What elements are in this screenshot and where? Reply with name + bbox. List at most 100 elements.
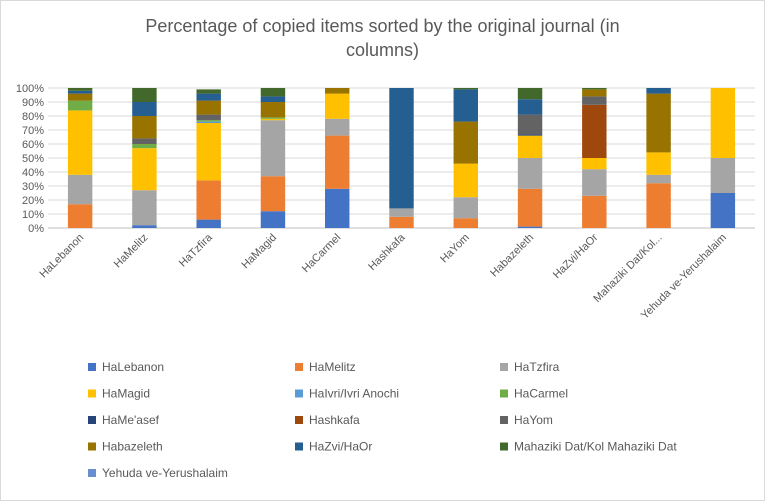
bar-segment — [582, 158, 607, 170]
bar-segment — [132, 116, 157, 139]
bar-segment — [132, 148, 157, 191]
bar-segment — [389, 208, 414, 217]
y-tick-label: 50% — [22, 153, 44, 165]
bar-segment — [453, 218, 478, 228]
y-tick-label: 90% — [22, 97, 44, 109]
legend-swatch — [500, 442, 508, 451]
y-tick-label: 20% — [22, 195, 44, 207]
x-tick-label: HaLebanon — [38, 232, 87, 281]
y-tick-label: 30% — [22, 181, 44, 193]
x-tick-label: HaZvi/HaOr — [551, 231, 601, 281]
legend-label: HaMe'asef — [102, 413, 160, 427]
bar-segment — [67, 93, 93, 101]
bar-segment — [582, 169, 607, 196]
bar-segment — [260, 88, 286, 97]
bar-segment — [67, 110, 93, 175]
chart-title-line-1: Percentage of copied items sorted by the… — [145, 16, 620, 36]
bar-segment — [582, 89, 607, 97]
bar-segment — [260, 102, 286, 118]
legend-label: HaZvi/HaOr — [309, 440, 372, 454]
legend-label: HaYom — [514, 413, 553, 427]
legend-swatch — [500, 363, 508, 371]
bar-segment — [582, 104, 607, 158]
bar-segment — [132, 144, 157, 149]
bar-segment — [517, 226, 543, 228]
x-tick-label: Mahaziki Dat/Kol... — [591, 232, 664, 305]
bar-segment — [196, 114, 221, 121]
legend-label: Hashkafa — [309, 413, 360, 427]
bar-segment — [646, 174, 671, 184]
legend-swatch — [88, 363, 96, 371]
legend-label: HaTzfira — [514, 360, 560, 374]
x-tick-label: HaMelitz — [112, 232, 151, 271]
bar-segment — [67, 204, 93, 228]
bar-segment — [325, 135, 350, 189]
bar-segment — [453, 197, 478, 219]
bar-segment — [517, 114, 543, 135]
y-tick-label: 80% — [22, 111, 44, 123]
bar-segment — [196, 120, 221, 122]
legend-swatch — [295, 363, 303, 371]
bar-segment — [67, 100, 93, 111]
legend-swatch — [88, 389, 96, 398]
bar-segment — [453, 89, 478, 122]
legend-label: Yehuda ve-Yerushalaim — [102, 466, 228, 480]
bar-segment — [260, 96, 286, 102]
legend-label: HaMelitz — [309, 360, 356, 374]
bar-segment — [132, 88, 157, 102]
bar-segment — [196, 89, 221, 94]
bar-segment — [67, 88, 93, 91]
chart-title-line-2: columns) — [345, 40, 420, 60]
bar-segment — [582, 195, 607, 228]
bar-segment — [260, 211, 286, 228]
bar-segment — [646, 88, 671, 94]
bar-segment — [646, 183, 671, 228]
bar-segment — [132, 225, 157, 228]
bar-segment — [582, 96, 607, 105]
bar-segment — [260, 120, 286, 177]
y-tick-label: 60% — [22, 139, 44, 151]
y-tick-label: 0% — [28, 223, 44, 235]
bar-segment — [710, 193, 736, 228]
bar-segment — [196, 180, 221, 220]
bar-segment — [517, 188, 543, 227]
bar-segment — [260, 118, 286, 121]
x-tick-label: HaMagid — [239, 232, 279, 272]
legend-label: Mahaziki Dat/Kol Mahaziki Dat — [514, 440, 677, 454]
bar-segment — [646, 93, 671, 153]
x-tick-label: HaCarmel — [300, 232, 343, 275]
bar-segment — [517, 88, 543, 100]
bar-segment — [132, 138, 157, 144]
bar-segment — [196, 93, 221, 101]
bar-segment — [453, 121, 478, 164]
legend-swatch — [88, 442, 96, 451]
bar-segment — [260, 176, 286, 212]
bar-segment — [196, 123, 221, 181]
legend-swatch — [295, 442, 303, 451]
bar-segment — [582, 88, 607, 90]
bar-segment — [517, 134, 543, 136]
legend-label: HaMagid — [102, 387, 150, 401]
bar-segment — [646, 152, 671, 175]
bar-segment — [196, 219, 221, 228]
legend-label: HaLebanon — [102, 360, 164, 374]
legend-swatch — [500, 389, 508, 398]
legend-label: HaIvri/Ivri Anochi — [309, 387, 399, 401]
y-tick-label: 40% — [22, 167, 44, 179]
bar-segment — [196, 121, 221, 123]
bar-segment — [453, 163, 478, 198]
x-tick-label: HaTzfira — [177, 231, 215, 269]
bar-segment — [67, 90, 93, 94]
x-tick-label: HaYom — [438, 232, 472, 266]
bar-segment — [389, 88, 414, 209]
bar-segment — [325, 188, 350, 228]
legend-label: Habazeleth — [102, 440, 163, 454]
legend-swatch — [295, 389, 303, 398]
legend-swatch — [88, 416, 96, 424]
bar-segment — [67, 174, 93, 205]
legend-swatch — [500, 416, 508, 424]
bar-segment — [132, 102, 157, 116]
bar-segment — [710, 88, 736, 158]
y-tick-label: 100% — [16, 83, 44, 95]
